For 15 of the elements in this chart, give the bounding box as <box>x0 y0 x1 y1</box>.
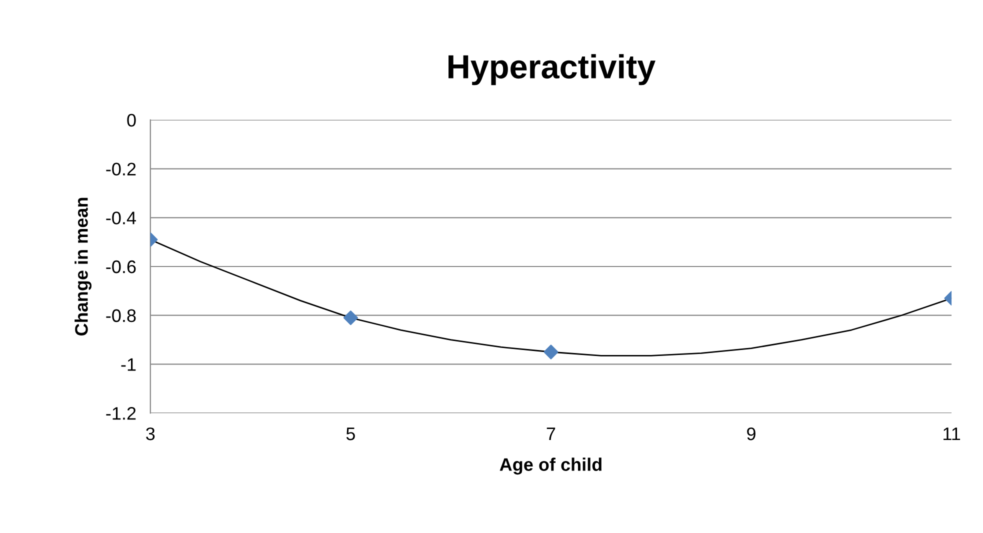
y-tick-label: -0.2 <box>106 162 136 176</box>
x-tick-label: 5 <box>346 428 355 440</box>
y-tick-label: -0.6 <box>106 260 136 274</box>
x-axis-title: Age of child <box>500 458 602 475</box>
chart-title: Hyperactivity <box>448 54 656 86</box>
y-tick-label: 0 <box>127 114 136 127</box>
x-tick-label: 9 <box>747 427 756 440</box>
y-tick-label: -1.2 <box>106 407 136 420</box>
y-tick-label: -0.8 <box>106 309 136 322</box>
y-tick-label: -0.4 <box>106 212 136 224</box>
x-tick-label: 11 <box>944 428 960 440</box>
y-axis-title: Change in mean <box>74 198 92 336</box>
y-tick-label: -1 <box>121 358 136 371</box>
x-tick-label: 7 <box>546 428 556 440</box>
x-tick-label: 3 <box>146 427 155 440</box>
